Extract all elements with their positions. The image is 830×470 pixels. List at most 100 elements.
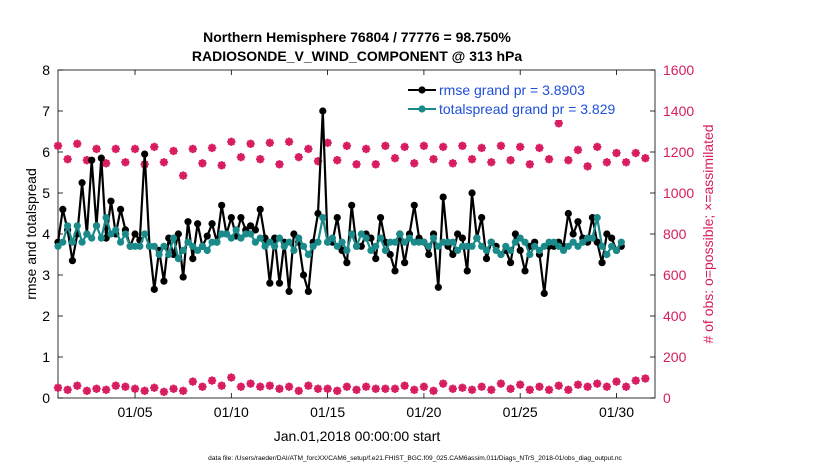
spread-point — [598, 242, 606, 250]
spread-point — [227, 234, 235, 242]
chart-subtitle: RADIOSONDE_V_WIND_COMPONENT @ 313 hPa — [192, 48, 522, 64]
rmse-point — [401, 259, 409, 267]
spread-point — [160, 242, 168, 250]
y-right-tick-label: 0 — [663, 390, 671, 406]
rmse-point — [290, 230, 298, 238]
obs-assimilated-high-marker — [602, 158, 612, 167]
rmse-point — [376, 214, 385, 222]
spread-point — [107, 230, 115, 238]
obs-assimilated-low-marker — [92, 384, 101, 393]
rmse-point — [107, 197, 115, 205]
rmse-point — [97, 154, 105, 162]
spread-point — [78, 238, 86, 246]
obs-assimilated-low-marker — [236, 382, 246, 391]
spread-point — [338, 238, 346, 246]
rmse-point — [203, 232, 211, 240]
spread-point — [189, 242, 197, 250]
obs-assimilated-low-marker — [159, 387, 169, 397]
rmse-point — [564, 209, 572, 218]
spread-point — [213, 238, 221, 246]
x-axis-label: Jan.01,2018 00:00:00 start — [274, 428, 441, 444]
x-tick-label: 01/30 — [599, 404, 634, 420]
obs-assimilated-high-marker — [564, 156, 573, 165]
obs-assimilated-high-marker — [92, 144, 101, 154]
rmse-point — [208, 220, 216, 228]
obs-assimilated-high-marker — [73, 139, 82, 148]
y-left-tick-label: 4 — [42, 226, 50, 242]
spread-point — [266, 238, 274, 246]
obs-assimilated-low-marker — [593, 379, 602, 388]
obs-assimilated-low-marker — [188, 377, 198, 386]
legend-rmse-label: rmse grand pr = 3.8903 — [439, 82, 585, 98]
y-left-tick-label: 2 — [42, 308, 50, 324]
rmse-point — [285, 287, 293, 295]
obs-assimilated-low-marker — [246, 379, 255, 388]
spread-point — [502, 242, 510, 250]
spread-point — [174, 255, 182, 263]
spread-point — [454, 246, 462, 254]
rmse-point — [468, 189, 476, 197]
obs-assimilated-high-marker — [342, 141, 352, 151]
rmse-point — [160, 277, 168, 285]
obs-assimilated-high-marker — [477, 143, 486, 153]
rmse-point — [59, 205, 67, 213]
series-layer — [54, 107, 625, 298]
obs-assimilated-high-marker — [178, 171, 188, 180]
obs-assimilated-low-marker — [178, 386, 188, 396]
spread-point — [564, 242, 572, 250]
rmse-point — [179, 273, 187, 281]
obs-assimilated-high-marker — [410, 159, 419, 168]
obs-assimilated-low-marker — [602, 382, 612, 391]
obs-assimilated-low-marker — [410, 385, 419, 394]
spread-point — [559, 246, 568, 254]
rmse-point — [299, 271, 308, 279]
obs-assimilated-high-marker — [361, 144, 371, 154]
y-right-tick-label: 1200 — [663, 144, 694, 160]
y-axis-right-label: # of obs: o=possible; ×=assimilated — [700, 124, 716, 343]
spread-point — [271, 242, 279, 250]
obs-assimilated-low-marker — [111, 381, 120, 390]
y-left-tick-label: 6 — [42, 144, 50, 160]
obs-assimilated-low-marker — [564, 385, 573, 394]
obs-assimilated-low-marker — [150, 383, 159, 392]
rmse-point — [348, 201, 356, 209]
rmse-point — [266, 279, 274, 287]
obs-assimilated-high-marker — [535, 143, 544, 153]
spread-point — [343, 246, 351, 254]
spread-point — [324, 238, 332, 246]
spread-point — [429, 234, 438, 242]
rmse-point — [458, 234, 467, 242]
obs-assimilated-high-marker — [275, 160, 284, 169]
obs-assimilated-high-marker — [333, 156, 342, 165]
spread-point — [280, 242, 288, 250]
obs-assimilated-high-marker — [304, 144, 313, 154]
spread-point — [449, 238, 457, 246]
obs-assimilated-low-marker — [169, 384, 178, 393]
obs-assimilated-low-marker — [458, 383, 467, 392]
y-axis-left-label: rmse and totalspread — [23, 168, 39, 300]
obs-assimilated-high-marker — [352, 160, 361, 169]
x-tick-label: 01/20 — [406, 404, 441, 420]
rmse-point — [540, 289, 548, 298]
x-tick-label: 01/15 — [310, 404, 345, 420]
obs-assimilated-low-marker — [448, 384, 457, 393]
rmse-series-line — [56, 109, 623, 295]
obs-assimilated-high-marker — [381, 141, 390, 151]
obs-assimilated-high-marker — [631, 148, 640, 158]
axes-layer: 0 1 2 3 4 5 6 7 8 0 200 400 600 800 1000 1200 1400 1600 01… — [42, 62, 694, 420]
obs-assimilated-high-marker — [448, 159, 457, 168]
spread-point — [617, 238, 625, 246]
obs-assimilated-high-marker — [130, 144, 140, 154]
rmse-point — [251, 226, 259, 234]
spread-point — [275, 234, 284, 242]
obs-assimilated-high-marker — [294, 152, 303, 162]
rmse-point — [386, 250, 394, 259]
spread-point — [352, 242, 361, 250]
spread-point — [136, 242, 144, 250]
x-tick-label: 01/10 — [214, 404, 249, 420]
rmse-point — [574, 218, 582, 226]
spread-point — [348, 230, 356, 238]
obs-assimilated-low-marker — [477, 382, 486, 391]
rmse-point — [449, 250, 457, 259]
obs-assimilated-low-marker — [82, 386, 92, 396]
